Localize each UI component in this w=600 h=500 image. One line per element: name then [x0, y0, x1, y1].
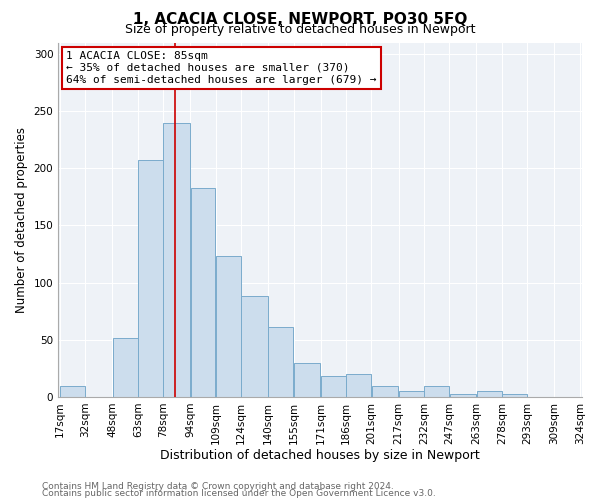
Bar [163, 122, 190, 397]
Bar [449, 394, 476, 397]
Text: Contains public sector information licensed under the Open Government Licence v3: Contains public sector information licen… [42, 489, 436, 498]
Bar [268, 327, 293, 397]
Bar [372, 386, 398, 397]
Bar [399, 391, 424, 397]
Bar [191, 188, 215, 397]
Text: Contains HM Land Registry data © Crown copyright and database right 2024.: Contains HM Land Registry data © Crown c… [42, 482, 394, 491]
Text: 1 ACACIA CLOSE: 85sqm
← 35% of detached houses are smaller (370)
64% of semi-det: 1 ACACIA CLOSE: 85sqm ← 35% of detached … [66, 52, 377, 84]
Bar [477, 391, 502, 397]
Y-axis label: Number of detached properties: Number of detached properties [15, 126, 28, 312]
Bar [346, 374, 371, 397]
Bar [321, 376, 346, 397]
Bar [502, 394, 527, 397]
Text: Size of property relative to detached houses in Newport: Size of property relative to detached ho… [125, 22, 475, 36]
X-axis label: Distribution of detached houses by size in Newport: Distribution of detached houses by size … [160, 450, 480, 462]
Bar [113, 338, 137, 397]
Text: 1, ACACIA CLOSE, NEWPORT, PO30 5FQ: 1, ACACIA CLOSE, NEWPORT, PO30 5FQ [133, 12, 467, 28]
Bar [60, 386, 85, 397]
Bar [216, 256, 241, 397]
Bar [241, 296, 268, 397]
Bar [294, 362, 320, 397]
Bar [424, 386, 449, 397]
Bar [138, 160, 163, 397]
